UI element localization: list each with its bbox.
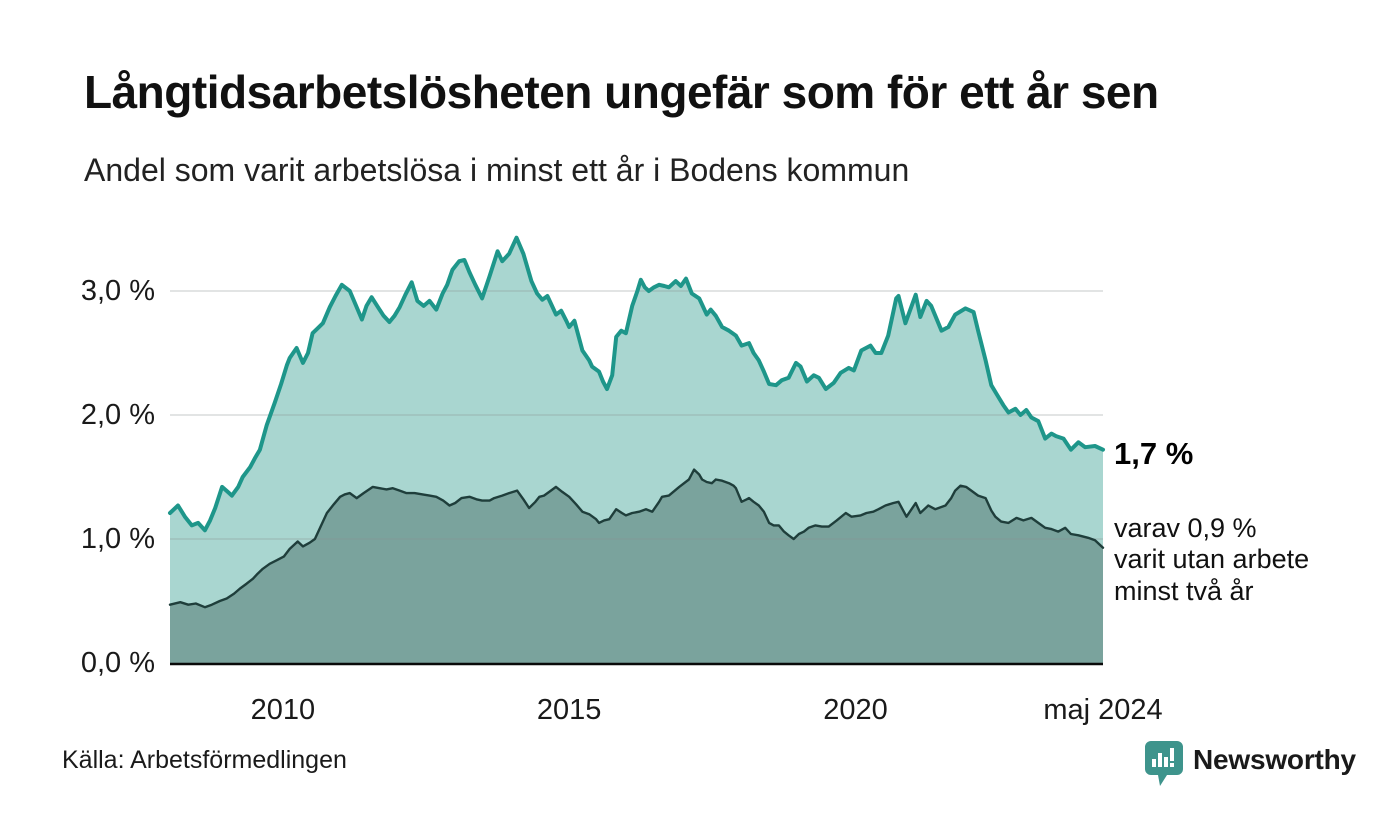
newsworthy-logo: Newsworthy: [1144, 740, 1356, 790]
area-fill-series-1: [170, 469, 1103, 663]
source-attribution: Källa: Arbetsförmedlingen: [62, 746, 347, 774]
y-tick-label-20: 2,0 %: [80, 399, 155, 431]
x-tick-label-2020: 2020: [823, 694, 888, 726]
page-subtitle: Andel som varit arbetslösa i minst ett å…: [84, 152, 910, 188]
latest-value-label: 1,7 %: [1114, 436, 1194, 471]
x-tick-label-2010: 2010: [250, 694, 316, 726]
secondary-value-note: varav 0,9 % varit utan arbete minst två …: [1114, 513, 1310, 606]
x-tick-label-2015: 2015: [536, 694, 602, 726]
newsworthy-wordmark: Newsworthy: [1193, 744, 1356, 775]
y-tick-label-00: 0,0 %: [80, 647, 155, 679]
y-tick-label-10: 1,0 %: [80, 523, 155, 555]
series-line-1: [168, 468, 1105, 609]
y-tick-label-30: 3,0 %: [80, 275, 155, 307]
newsworthy-bubble-chart-icon: [1145, 741, 1183, 786]
series-line-0: [168, 235, 1105, 533]
x-tick-label-maj2024: maj 2024: [1043, 694, 1163, 726]
page-title: Långtidsarbetslösheten ungefär som för e…: [84, 66, 1159, 118]
